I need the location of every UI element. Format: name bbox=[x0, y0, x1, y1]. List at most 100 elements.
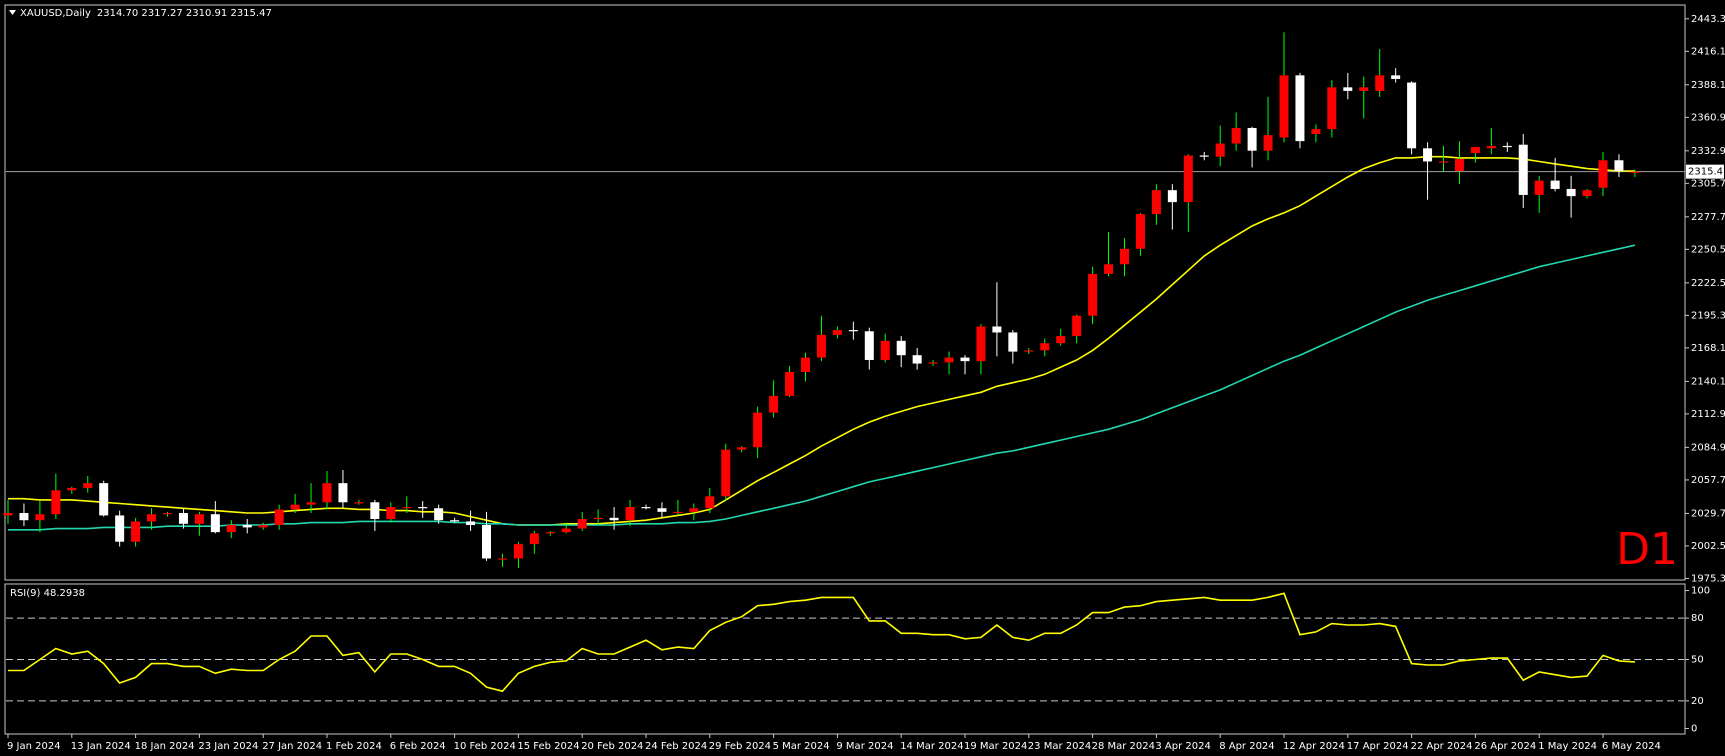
candle-body bbox=[1470, 147, 1480, 154]
candle-body bbox=[131, 521, 141, 542]
x-tick-label: 8 Apr 2024 bbox=[1219, 741, 1274, 752]
main-panel bbox=[4, 4, 1686, 581]
candle-body bbox=[258, 524, 268, 528]
candle-body bbox=[147, 514, 157, 522]
ohlc-info: 2314.70 2317.27 2310.91 2315.47 bbox=[97, 8, 272, 19]
rsi-tick-label: 80 bbox=[1691, 613, 1704, 624]
candle-body bbox=[290, 504, 300, 510]
x-tick-label: 17 Apr 2024 bbox=[1347, 741, 1409, 752]
candle-body bbox=[1167, 190, 1177, 203]
candle-body bbox=[386, 507, 396, 520]
candle-body bbox=[1327, 87, 1337, 130]
candle-body bbox=[1534, 180, 1544, 195]
candle-body bbox=[944, 357, 954, 363]
y-tick-label: 2416.10 bbox=[1691, 46, 1725, 57]
rsi-tick-label: 50 bbox=[1691, 655, 1704, 666]
candle-body bbox=[1614, 160, 1624, 172]
menu-arrow[interactable] bbox=[9, 10, 16, 15]
candle-body bbox=[194, 514, 204, 524]
candle-body bbox=[1279, 75, 1289, 138]
candle-body bbox=[1486, 145, 1496, 149]
x-tick-label: 3 Apr 2024 bbox=[1155, 741, 1210, 752]
candle-body bbox=[338, 483, 348, 503]
candle-body bbox=[960, 357, 970, 362]
y-tick-label: 2112.90 bbox=[1691, 409, 1725, 420]
candle-body bbox=[1104, 264, 1114, 274]
candle-body bbox=[848, 330, 858, 332]
y-tick-label: 2057.70 bbox=[1691, 475, 1725, 486]
candle-body bbox=[657, 508, 667, 512]
candle-body bbox=[322, 483, 332, 503]
candle-body bbox=[497, 558, 507, 560]
candle-body bbox=[912, 355, 922, 364]
x-tick-label: 23 Jan 2024 bbox=[198, 741, 258, 752]
candle-body bbox=[1423, 148, 1433, 162]
candle-body bbox=[753, 412, 763, 448]
candle-body bbox=[1598, 160, 1608, 188]
candle-body bbox=[737, 447, 747, 450]
x-tick-label: 6 May 2024 bbox=[1602, 741, 1661, 752]
candle-body bbox=[67, 487, 77, 491]
x-tick-label: 9 Jan 2024 bbox=[7, 741, 61, 752]
candle-body bbox=[1263, 135, 1273, 151]
candle-body bbox=[306, 502, 316, 505]
x-tick-label: 14 Mar 2024 bbox=[900, 741, 963, 752]
y-tick-label: 2277.70 bbox=[1691, 212, 1725, 223]
candle-body bbox=[1183, 155, 1193, 203]
candle-body bbox=[370, 502, 380, 520]
candle-body bbox=[609, 517, 619, 521]
x-tick-label: 20 Feb 2024 bbox=[581, 741, 643, 752]
candle-body bbox=[625, 507, 635, 521]
y-tick-label: 1975.30 bbox=[1691, 573, 1725, 584]
y-tick-label: 2002.50 bbox=[1691, 541, 1725, 552]
candle-body bbox=[274, 509, 284, 525]
rsi-tick-label: 20 bbox=[1691, 696, 1704, 707]
candle-body bbox=[832, 330, 842, 335]
y-tick-label: 2195.30 bbox=[1691, 310, 1725, 321]
candle-body bbox=[641, 507, 651, 509]
candle-body bbox=[1518, 144, 1528, 195]
candle-body bbox=[864, 331, 874, 360]
candle-body bbox=[482, 524, 491, 559]
y-tick-label: 2443.30 bbox=[1691, 14, 1725, 25]
candle-body bbox=[689, 508, 699, 512]
candle-body bbox=[1407, 82, 1417, 149]
x-tick-label: 26 Apr 2024 bbox=[1474, 741, 1536, 752]
candle-body bbox=[1199, 155, 1209, 157]
x-tick-label: 1 May 2024 bbox=[1538, 741, 1597, 752]
candle-body bbox=[705, 496, 715, 509]
candle-body bbox=[466, 521, 476, 525]
candle-body bbox=[99, 483, 109, 516]
candle-body bbox=[1040, 343, 1050, 351]
candle-body bbox=[1231, 127, 1241, 144]
candle-body bbox=[1151, 190, 1161, 215]
candle-body bbox=[1630, 171, 1640, 173]
x-tick-label: 1 Feb 2024 bbox=[326, 741, 382, 752]
rsi-tick-label: 100 bbox=[1691, 586, 1710, 597]
candle-body bbox=[529, 533, 539, 545]
candle-body bbox=[1311, 129, 1321, 134]
candle-body bbox=[434, 508, 444, 521]
candle-body bbox=[1375, 75, 1385, 91]
rsi-tick-label: 0 bbox=[1691, 723, 1697, 734]
candle-body bbox=[513, 544, 523, 559]
candle-body bbox=[115, 515, 125, 542]
candle-body bbox=[1502, 145, 1512, 148]
candle-body bbox=[816, 334, 826, 358]
x-tick-label: 12 Apr 2024 bbox=[1283, 741, 1345, 752]
candle-body bbox=[1359, 87, 1369, 91]
candle-body bbox=[354, 502, 364, 504]
timeframe-watermark: D1 bbox=[1616, 524, 1678, 575]
candle-body bbox=[673, 511, 683, 514]
candle-body bbox=[450, 520, 460, 522]
y-tick-label: 2332.90 bbox=[1691, 146, 1725, 157]
candle-body bbox=[1215, 143, 1225, 157]
candle-body bbox=[1056, 336, 1066, 344]
candle-body bbox=[418, 507, 428, 509]
x-tick-label: 5 Mar 2024 bbox=[773, 741, 830, 752]
chart-title: XAUUSD,Daily bbox=[20, 8, 91, 19]
y-tick-label: 2305.70 bbox=[1691, 178, 1725, 189]
x-tick-label: 10 Feb 2024 bbox=[454, 741, 516, 752]
